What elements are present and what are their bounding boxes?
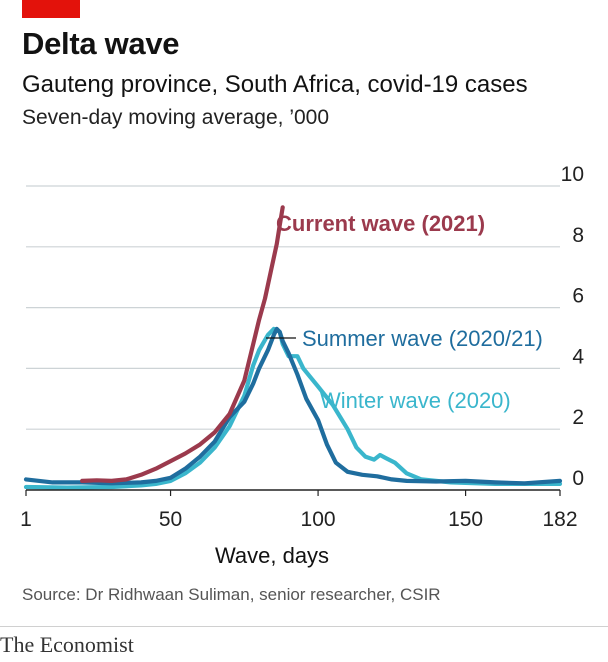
y-tick-label-4: 4 bbox=[572, 345, 584, 368]
economist-logo: The Economist bbox=[0, 632, 134, 657]
x-tick-label-150: 150 bbox=[448, 508, 483, 531]
x-tick-label-100: 100 bbox=[301, 508, 336, 531]
chart-subtitle: Gauteng province, South Africa, covid-19… bbox=[22, 71, 528, 98]
series-line-0 bbox=[80, 205, 285, 483]
x-axis-label: Wave, days bbox=[215, 543, 329, 568]
y-tick-label-10: 10 bbox=[561, 163, 584, 186]
series-label-1: Summer wave (2020/21) bbox=[302, 326, 543, 351]
y-tick-label-6: 6 bbox=[572, 285, 584, 308]
chart-title: Delta wave bbox=[22, 26, 180, 61]
y-tick-label-8: 8 bbox=[572, 224, 584, 247]
source-note: Source: Dr Ridhwaan Suliman, senior rese… bbox=[22, 585, 441, 604]
footer-divider bbox=[0, 626, 608, 627]
series-label-0: Current wave (2021) bbox=[276, 211, 485, 236]
y-tick-label-0: 0 bbox=[572, 467, 584, 490]
brand-red-tag bbox=[22, 0, 80, 18]
series-line-1 bbox=[23, 326, 563, 486]
x-tick-label-182: 182 bbox=[542, 508, 577, 531]
y-tick-label-2: 2 bbox=[572, 406, 584, 429]
x-tick-label-1: 1 bbox=[20, 508, 32, 531]
chart-units: Seven-day moving average, ’000 bbox=[22, 106, 330, 129]
series-label-2: Winter wave (2020) bbox=[320, 388, 511, 413]
x-tick-label-50: 50 bbox=[159, 508, 182, 531]
